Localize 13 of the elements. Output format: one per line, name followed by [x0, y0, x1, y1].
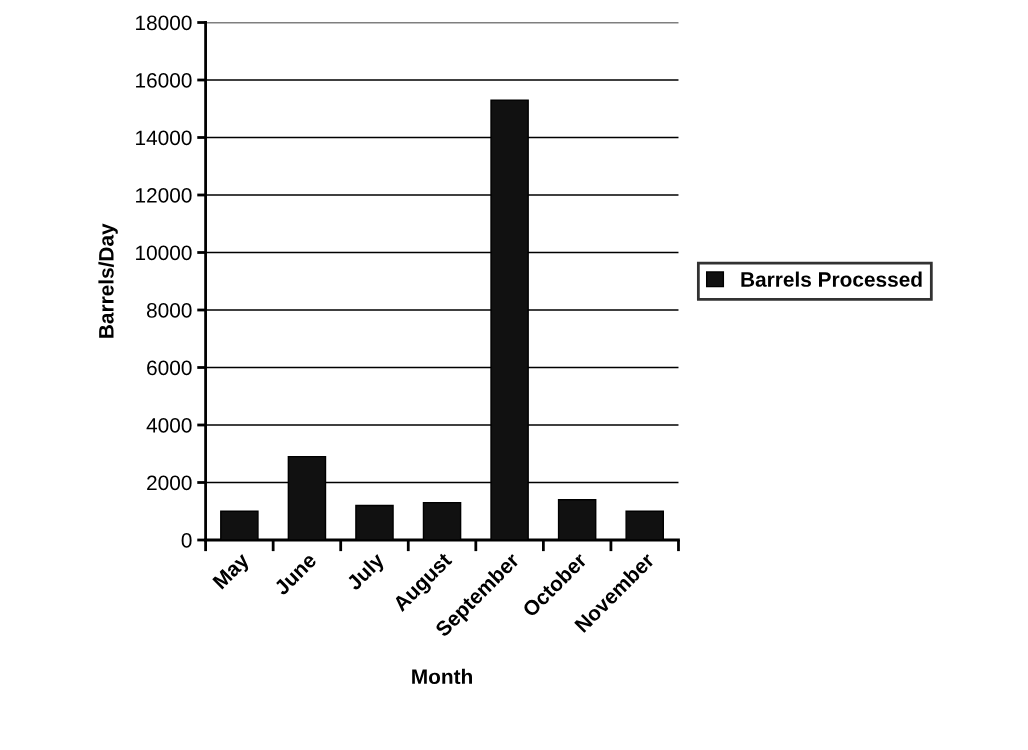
y-tick-label: 18000 — [136, 15, 192, 31]
y-tick-label: 10000 — [136, 245, 192, 261]
y-tick-label: 14000 — [136, 130, 192, 146]
y-tick-label: 12000 — [136, 188, 192, 203]
y-tick-label: 0 — [181, 533, 192, 548]
y-tick-label: 2000 — [147, 475, 192, 491]
x-axis-title: Month — [412, 668, 472, 685]
y-axis-title: Barrels/Day — [98, 223, 118, 338]
y-tick-label: 4000 — [146, 418, 192, 433]
legend-label: Barrels Processed — [741, 271, 922, 287]
y-tick-label: 6000 — [147, 360, 192, 376]
y-tick-label: 8000 — [146, 303, 192, 318]
y-tick-label: 16000 — [136, 73, 192, 88]
